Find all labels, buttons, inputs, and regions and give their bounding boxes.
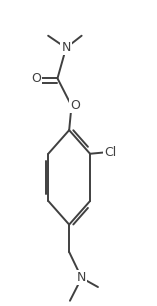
- Text: N: N: [77, 271, 86, 284]
- Text: O: O: [31, 72, 41, 85]
- Text: N: N: [61, 41, 71, 54]
- Text: Cl: Cl: [104, 146, 116, 159]
- Text: O: O: [70, 99, 80, 112]
